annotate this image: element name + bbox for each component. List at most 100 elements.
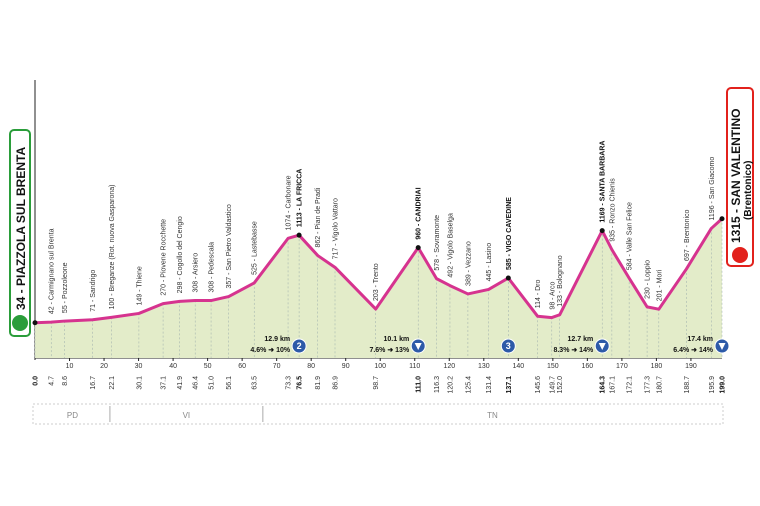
km-label: 149.7	[549, 376, 556, 394]
km-label: 4.7	[49, 376, 56, 386]
waypoint-label: 445 - Lasino	[486, 243, 493, 282]
climb-length: 17.4 km	[687, 336, 713, 343]
climb-gradient: 8.3% ➜ 14%	[553, 347, 593, 354]
km-label: 172.1	[627, 376, 634, 394]
km-label: 164.3	[600, 376, 607, 394]
km-label: 41.9	[177, 376, 184, 390]
climb-length: 12.9 km	[264, 336, 290, 343]
summit-dot	[415, 245, 421, 251]
waypoint-label: 100 - Breganze (Rot. nuova Gasparona)	[109, 185, 116, 310]
waypoint-label: 357 - San Pietro Valdastico	[226, 204, 233, 288]
x-tick-label: 120	[443, 363, 455, 370]
waypoint-label: 697 - Brentonico	[684, 209, 691, 260]
summit-dot	[599, 228, 605, 234]
x-tick-label: 110	[409, 363, 420, 370]
waypoint-label: 717 - Vigolo Vattaro	[333, 198, 340, 259]
x-tick-label: 100	[374, 363, 386, 370]
km-label: 152.0	[557, 376, 564, 394]
start-box	[9, 129, 31, 337]
waypoint-label: 203 - Trento	[373, 263, 380, 301]
waypoint-label: 270 - Piovene Rocchette	[161, 219, 168, 296]
waypoint-label: 584 - Valle San Felice	[627, 202, 634, 270]
x-tick-label: 190	[685, 363, 697, 370]
waypoint-label: 308 - Pedescala	[209, 242, 216, 293]
waypoint-label: 230 - Loppio	[645, 260, 652, 299]
waypoint-label: 1113 - LA FRICCA	[297, 169, 304, 227]
summit-dot	[296, 232, 302, 238]
x-tick-label: 160	[582, 363, 594, 370]
x-tick-label: 150	[547, 363, 559, 370]
x-tick-label: 140	[512, 363, 524, 370]
km-label: 125.4	[465, 376, 472, 394]
waypoint-label: 862 - Pian de Pradi	[315, 187, 322, 247]
waypoint-label: 149 - Thiene	[136, 266, 143, 305]
climb-icon	[598, 343, 606, 350]
km-label: 145.6	[535, 376, 542, 394]
x-tick-label: 170	[616, 363, 628, 370]
waypoint-label: 585 - VIGO CAVEDINE	[506, 197, 513, 270]
km-label: 199.0	[720, 376, 727, 394]
waypoint-label: 133 - Bolognano	[557, 255, 564, 306]
x-tick-label: 80	[307, 363, 315, 370]
waypoint-label: 201 - Mori	[656, 269, 663, 301]
x-tick-label: 130	[478, 363, 490, 370]
region-band	[32, 403, 724, 425]
x-tick-label: 30	[135, 363, 143, 370]
km-label: 0.0	[33, 376, 40, 386]
climb-category: 3	[506, 341, 511, 351]
km-label: 22.1	[109, 376, 116, 390]
km-label: 188.7	[684, 376, 691, 394]
waypoint-label: 308 - Arsiero	[193, 253, 200, 293]
climb-gradient: 4.6% ➜ 10%	[250, 347, 290, 354]
waypoint-label: 298 - Cogollo del Cengio	[177, 216, 184, 293]
waypoint-label: 1196 - San Giacomo	[709, 157, 716, 221]
climb-category: 2	[297, 341, 302, 351]
x-tick-label: 10	[66, 363, 74, 370]
km-label: 76.5	[297, 376, 304, 390]
km-label: 131.4	[486, 376, 493, 394]
profile-area	[35, 218, 722, 358]
km-label: 177.3	[645, 376, 652, 394]
waypoint-label: 1169 - SANTA BARBARA	[600, 141, 607, 223]
waypoint-label: 492 - Vigolo Baselga	[447, 213, 454, 278]
km-label: 81.9	[315, 376, 322, 390]
x-tick-label: 180	[651, 363, 663, 370]
finish-icon	[732, 247, 748, 263]
finish-sublabel: (Brentonico)	[743, 161, 754, 220]
x-tick-label: 20	[100, 363, 108, 370]
waypoint-label: 389 - Vezzano	[465, 241, 472, 286]
km-label: 51.0	[209, 376, 216, 390]
km-label: 37.1	[161, 376, 168, 390]
waypoint-label: 578 - Sovramonte	[434, 215, 441, 271]
climb-icon	[718, 343, 726, 350]
climb-gradient: 6.4% ➜ 14%	[673, 347, 713, 354]
km-label: 30.1	[136, 376, 143, 390]
region-label: VI	[183, 411, 191, 420]
km-label: 16.7	[90, 376, 97, 390]
km-label: 63.5	[252, 376, 259, 390]
region-label: TN	[487, 411, 498, 420]
km-label: 86.9	[333, 376, 340, 390]
region-label: PD	[67, 411, 78, 420]
climb-length: 12.7 km	[568, 336, 594, 343]
km-label: 73.3	[286, 376, 293, 390]
km-label: 111.0	[416, 376, 423, 393]
km-label: 98.7	[373, 376, 380, 390]
finish-box	[726, 87, 754, 267]
profile-line	[34, 217, 724, 325]
summit-dot	[505, 275, 511, 281]
km-label: 120.2	[447, 376, 454, 394]
x-tick-label: 70	[273, 363, 281, 370]
x-tick-label: 50	[204, 363, 212, 370]
climb-marker	[291, 338, 307, 354]
x-tick-label: 90	[342, 363, 350, 370]
x-tick-label: 40	[169, 363, 177, 370]
climb-marker	[500, 338, 516, 354]
waypoint-label: 960 - CANDRIAI	[416, 187, 423, 239]
km-label: 56.1	[226, 376, 233, 390]
km-label: 137.1	[506, 376, 513, 394]
climb-length: 10.1 km	[384, 336, 410, 343]
km-label: 180.7	[656, 376, 663, 394]
km-label: 8.6	[62, 376, 69, 386]
summit-dot	[719, 216, 725, 222]
